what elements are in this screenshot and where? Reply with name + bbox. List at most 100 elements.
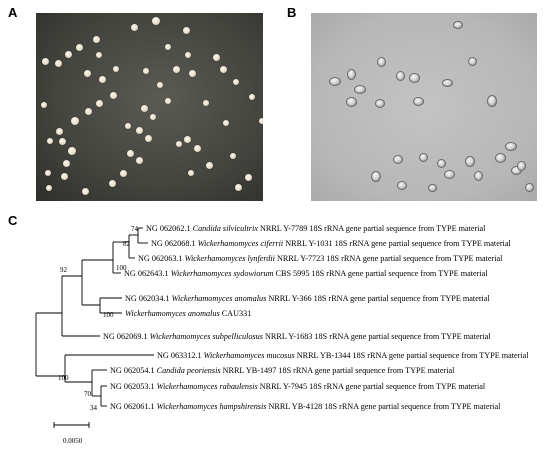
yeast-cell [375,99,385,108]
colony [176,141,182,147]
taxon-label: NG 062053.1 Wickerhamomyces rabaulensis … [110,382,486,391]
colony [230,153,236,159]
taxon-description: CAU331 [222,309,252,318]
colony [152,17,160,25]
micrograph-photo [311,13,537,201]
taxon-species: Wickerhamomyces rabaulensis [157,382,260,391]
taxon-accession: NG 062034.1 [125,294,172,303]
taxon-accession: NG 062069.1 [103,332,150,341]
taxon-species: Wickerhamomyces sydowiorum [171,269,276,278]
yeast-cell [505,142,517,151]
colony [119,169,127,177]
taxon-species: Candida peoriensis [157,366,223,375]
colony [130,23,138,31]
colony [140,104,148,112]
yeast-cell [397,181,407,190]
taxon-description: NRRL Y-7723 18S rRNA gene partial sequen… [277,254,503,263]
colony [47,138,53,144]
taxon-accession: NG 062068.1 [151,239,198,248]
colony [219,65,227,73]
bootstrap-value: 100 [103,311,114,319]
colony [41,57,49,65]
colony [234,183,242,191]
colony-plate-photo [36,13,263,201]
colony [55,127,63,135]
bootstrap-value: 92 [60,266,68,274]
colony [203,100,209,106]
panel-label-a: A [8,5,18,20]
colony [46,185,52,191]
taxon-species: Wickerhamomyces ciferrii [198,239,286,248]
taxon-description: NRRL Y-1683 18S rRNA gene partial sequen… [265,332,491,341]
colony [188,69,196,77]
colony [172,65,180,73]
taxon-description: NRRL Y-366 18S rRNA gene partial sequenc… [268,294,490,303]
taxon-accession: NG 062054.1 [110,366,157,375]
yeast-cell [419,153,428,162]
taxon-species: Wickerhamomyces lynferdii [185,254,277,263]
taxon-description: NRRL Y-7789 18S rRNA gene partial sequen… [260,224,486,233]
taxon-accession: NG 062061.1 [110,402,157,411]
yeast-cell [444,170,455,179]
colony [188,170,194,176]
taxon-label: NG 062062.1 Candida silvicultrix NRRL Y-… [146,224,486,233]
taxon-species: Wickerhamomyces subpelliculosus [150,332,265,341]
yeast-cell [474,171,483,181]
colony [95,99,103,107]
taxon-label: NG 063312.1 Wickerhamomyces mucosus NRRL… [157,351,529,360]
colony [108,179,116,187]
colony [135,126,143,134]
taxon-description: CBS 5995 18S rRNA gene partial sequence … [276,269,489,278]
panel-label-c: C [8,213,18,228]
colony [244,173,252,181]
yeast-cell [396,71,405,81]
yeast-cell [525,183,534,192]
colony [60,172,68,180]
taxon-label: NG 062034.1 Wickerhamomyces anomalus NRR… [125,294,490,303]
yeast-cell [487,95,497,107]
colony [126,149,134,157]
yeast-cell [442,79,453,87]
colony [182,26,190,34]
colony [41,102,47,108]
colony [125,123,131,129]
taxon-label: NG 062069.1 Wickerhamomyces subpelliculo… [103,332,491,341]
colony [84,107,92,115]
bootstrap-value: 100 [116,264,127,272]
taxon-description: NRRL Y-1031 18S rRNA gene partial sequen… [285,239,511,248]
taxon-accession: NG 062062.1 [146,224,193,233]
colony [259,118,263,124]
colony [68,147,76,155]
colony [71,117,79,125]
yeast-cell [377,57,386,67]
bootstrap-value: 34 [90,404,98,412]
colony [165,44,171,50]
taxon-label: NG 062063.1 Wickerhamomyces lynferdii NR… [138,254,503,263]
yeast-cell [468,57,477,66]
taxon-species: Candida silvicultrix [193,224,260,233]
taxon-species: Wickerhamomyces anomalus [172,294,269,303]
taxon-label: NG 062068.1 Wickerhamomyces ciferrii NRR… [151,239,511,248]
yeast-cell [437,159,446,168]
colony [185,52,191,58]
taxon-label: NG 062061.1 Wickerhamomyces hampshirensi… [110,402,501,411]
yeast-cell [329,77,341,86]
taxon-description: NRRL YB-1497 18S rRNA gene partial seque… [223,366,456,375]
colony [96,52,102,58]
colony [249,94,255,100]
scale-bar-label: 0.0050 [63,437,83,445]
colony [150,114,156,120]
colony [64,50,72,58]
phylogenetic-tree: NG 062062.1 Candida silvicultrix NRRL Y-… [35,224,529,445]
panel-label-b: B [287,5,297,20]
taxon-accession: NG 062063.1 [138,254,185,263]
yeast-cell [495,153,506,163]
colony [81,187,89,195]
colony [212,53,220,61]
colony [233,79,239,85]
bootstrap-value: 82 [123,240,131,248]
bootstrap-value: 70 [84,390,92,398]
taxon-label: NG 062054.1 Candida peoriensis NRRL YB-1… [110,366,455,375]
colony [223,120,229,126]
yeast-cell [346,97,357,107]
